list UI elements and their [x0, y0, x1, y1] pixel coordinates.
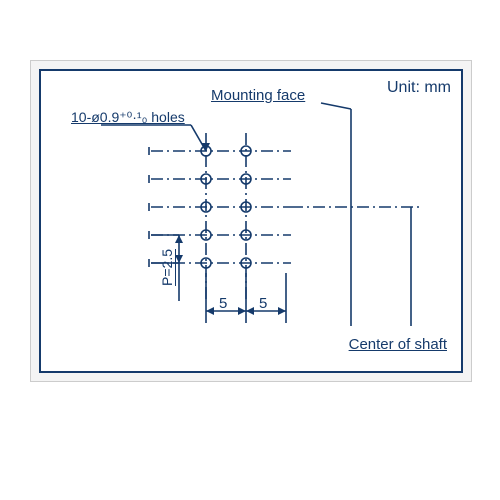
mounting-face-label: Mounting face: [211, 87, 305, 104]
holes-label: 10-ø0.9⁺⁰·¹₀ holes: [71, 109, 185, 126]
dim-5-a: 5: [219, 295, 227, 312]
stage: Unit: mm Mounting face 10-ø0.9⁺⁰·¹₀ hole…: [41, 71, 461, 371]
center-shaft-label: Center of shaft: [349, 336, 447, 353]
dim-5-b: 5: [259, 295, 267, 312]
unit-label: Unit: mm: [387, 79, 451, 97]
drawing-frame: Unit: mm Mounting face 10-ø0.9⁺⁰·¹₀ hole…: [39, 69, 463, 373]
pitch-label: P=2.5: [159, 249, 175, 286]
outer-panel: Unit: mm Mounting face 10-ø0.9⁺⁰·¹₀ hole…: [30, 60, 472, 382]
